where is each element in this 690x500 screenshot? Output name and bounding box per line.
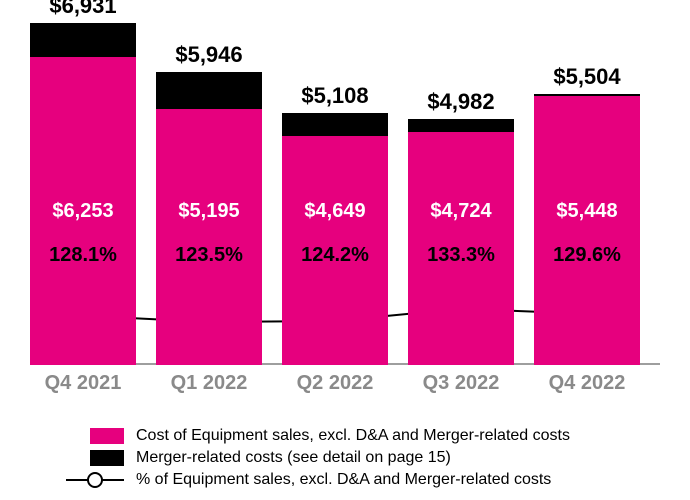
bar-inner-value-label: $4,724	[408, 200, 514, 223]
bar-percent-label: 128.1%	[30, 244, 136, 267]
bar-group	[408, 119, 514, 365]
bar-percent-label: 133.3%	[408, 244, 514, 267]
legend-text: Cost of Equipment sales, excl. D&A and M…	[136, 427, 570, 445]
bar-cost-excl	[156, 109, 262, 365]
bar-total-label: $4,982	[408, 89, 514, 115]
x-axis-label: Q3 2022	[408, 372, 514, 395]
legend-text: % of Equipment sales, excl. D&A and Merg…	[136, 471, 551, 489]
bar-inner-value-label: $5,195	[156, 200, 262, 223]
bar-cost-excl	[534, 96, 640, 365]
x-axis-label: Q2 2022	[282, 372, 388, 395]
chart-legend: Cost of Equipment sales, excl. D&A and M…	[90, 425, 570, 491]
legend-item-merger: Merger-related costs (see detail on page…	[90, 447, 570, 469]
bar-inner-value-label: $5,448	[534, 200, 640, 223]
bar-merger-costs	[30, 23, 136, 56]
plot-area: $6,931$6,253128.1%$5,946$5,195123.5%$5,1…	[30, 10, 660, 365]
legend-swatch-pink	[90, 428, 124, 444]
x-axis-label: Q1 2022	[156, 372, 262, 395]
bar-inner-value-label: $6,253	[30, 200, 136, 223]
bar-merger-costs	[534, 94, 640, 97]
bar-merger-costs	[408, 119, 514, 132]
equipment-cost-chart: $6,931$6,253128.1%$5,946$5,195123.5%$5,1…	[30, 10, 660, 410]
bar-inner-value-label: $4,649	[282, 200, 388, 223]
bar-group	[30, 23, 136, 365]
bar-merger-costs	[156, 72, 262, 109]
bar-total-label: $6,931	[30, 0, 136, 19]
x-axis-label: Q4 2022	[534, 372, 640, 395]
bar-group	[534, 94, 640, 365]
legend-item-cost-excl: Cost of Equipment sales, excl. D&A and M…	[90, 425, 570, 447]
legend-text: Merger-related costs (see detail on page…	[136, 449, 451, 467]
legend-item-percent-line: % of Equipment sales, excl. D&A and Merg…	[90, 469, 570, 491]
legend-swatch-black	[90, 450, 124, 466]
bar-total-label: $5,946	[156, 42, 262, 68]
x-axis-label: Q4 2021	[30, 372, 136, 395]
bar-percent-label: 129.6%	[534, 244, 640, 267]
bar-total-label: $5,108	[282, 83, 388, 109]
bar-percent-label: 123.5%	[156, 244, 262, 267]
bar-percent-label: 124.2%	[282, 244, 388, 267]
bar-merger-costs	[282, 113, 388, 136]
bar-group	[282, 113, 388, 365]
legend-line-marker	[66, 472, 124, 488]
bar-total-label: $5,504	[534, 64, 640, 90]
